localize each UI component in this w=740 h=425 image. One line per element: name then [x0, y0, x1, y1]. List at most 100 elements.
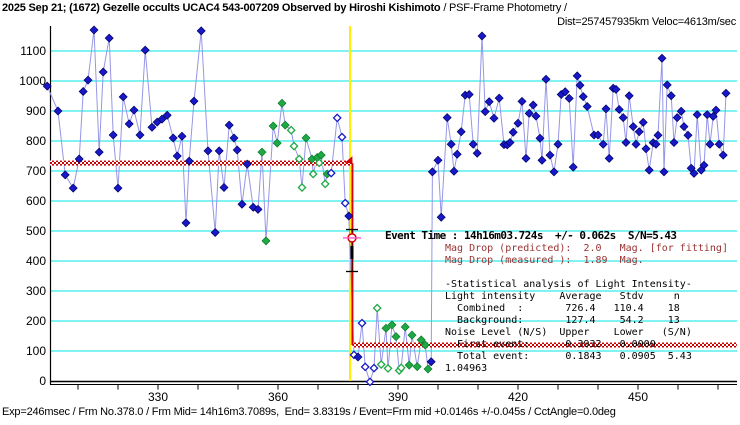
- data-point-blue: [53, 106, 63, 116]
- data-point-blue: [638, 117, 648, 127]
- data-point-blue: [232, 145, 242, 155]
- data-point-green: [404, 360, 414, 370]
- data-point-blue: [157, 114, 167, 124]
- data-point-blue-open: [332, 113, 342, 123]
- data-point-blue: [683, 130, 693, 140]
- data-point-green-open: [376, 359, 386, 370]
- y-axis-label: 0: [39, 374, 46, 388]
- data-point-blue: [644, 165, 654, 175]
- data-point-blue: [714, 139, 724, 149]
- data-point-green: [400, 322, 410, 332]
- event-panel-line: Combined : 726.4 110.4 18: [445, 303, 680, 314]
- data-point-green-open: [383, 363, 393, 373]
- data-point-blue: [427, 167, 437, 177]
- data-point-green: [272, 138, 282, 148]
- y-axis-label: 100: [26, 344, 46, 358]
- data-point-blue: [513, 118, 523, 128]
- data-point-blue: [162, 110, 172, 120]
- data-point-blue: [124, 119, 134, 129]
- frame-info-footer: Exp=246msec / Frm No.378.0 / Frm Mid= 14…: [2, 406, 616, 418]
- data-point-blue: [521, 153, 531, 163]
- x-axis-label: 330: [148, 390, 168, 404]
- background-mean-line: [352, 342, 737, 348]
- data-point-blue: [494, 93, 504, 103]
- data-point-blue-open: [369, 363, 379, 373]
- event-time-text: Event Time : 14h16m03.724s +/- 0.062s S/…: [385, 229, 677, 242]
- data-point-blue: [549, 167, 559, 177]
- event-panel-line: First event: 0.3932 0.0000: [445, 339, 656, 350]
- combined-mean-line: [50, 160, 353, 166]
- data-point-blue: [582, 102, 592, 111]
- data-point-blue: [94, 147, 104, 157]
- event-panel-line: [445, 267, 728, 279]
- data-point-blue: [456, 127, 466, 137]
- data-point-blue: [89, 25, 99, 35]
- data-point-green: [391, 332, 401, 342]
- data-point-blue: [505, 138, 515, 147]
- data-point-blue: [477, 31, 487, 41]
- data-point-blue: [657, 53, 667, 63]
- data-point-blue: [426, 357, 436, 367]
- data-point-blue: [575, 80, 585, 90]
- data-point-blue: [604, 153, 614, 163]
- data-point-blue: [528, 100, 538, 110]
- data-point-blue: [237, 199, 247, 209]
- data-point-blue: [74, 154, 84, 164]
- event-analysis-panel: Mag Drop (predicted): 2.0 Mag. [for fitt…: [445, 243, 728, 375]
- data-point-blue: [564, 93, 574, 103]
- data-point-blue: [541, 74, 551, 84]
- data-point-blue: [618, 113, 628, 123]
- data-point-blue: [699, 160, 709, 170]
- data-point-green: [268, 121, 278, 131]
- y-axis-label: 400: [26, 254, 46, 268]
- data-point-green: [423, 364, 433, 374]
- data-point-blue: [721, 88, 731, 98]
- data-point-blue: [113, 183, 123, 193]
- data-point-blue: [177, 131, 187, 141]
- data-point-blue: [104, 33, 114, 43]
- data-point-blue-open: [337, 132, 347, 142]
- data-point-blue: [219, 183, 229, 192]
- y-axis-label: 300: [26, 284, 46, 298]
- event-panel-line: -Statistical analysis of Light Intensity…: [445, 279, 692, 290]
- data-point-blue: [135, 130, 145, 140]
- data-point-blue: [708, 111, 718, 121]
- data-point-blue: [68, 183, 78, 193]
- data-point-blue: [449, 166, 459, 176]
- data-point-green-open: [372, 303, 382, 313]
- x-axis-label: 450: [628, 390, 648, 404]
- data-point-blue: [601, 104, 611, 114]
- data-point-blue: [553, 139, 563, 149]
- data-point-blue: [535, 133, 545, 143]
- event-panel-line: Noise Level (N/S) Upper Lower (S/N): [445, 327, 692, 338]
- data-point-green-open: [289, 141, 299, 151]
- data-point-green: [387, 320, 397, 330]
- y-axis-label: 1100: [20, 44, 46, 58]
- data-point-blue: [172, 151, 182, 161]
- data-point-blue: [631, 139, 641, 149]
- data-point-blue: [129, 105, 139, 115]
- data-point-blue: [578, 92, 588, 102]
- data-point-green: [412, 362, 422, 372]
- data-point-blue: [614, 105, 624, 114]
- event-panel-line: Background: 127.4 54.2 13: [445, 315, 680, 326]
- data-point-green: [280, 120, 290, 130]
- data-point-blue: [464, 90, 474, 99]
- data-point-blue: [108, 130, 118, 140]
- data-point-blue: [489, 113, 499, 123]
- data-point-blue: [692, 110, 702, 120]
- data-point-blue: [42, 81, 52, 91]
- data-point-blue: [628, 122, 638, 132]
- data-point-blue: [480, 107, 490, 117]
- data-point-blue: [181, 218, 191, 228]
- data-point-green-open: [314, 158, 324, 168]
- event-panel-line: Mag Drop (measured ): 1.89 Mag.: [445, 255, 644, 266]
- data-point-blue: [641, 144, 651, 154]
- title-main: 2025 Sep 21; (1672) Gezelle occults UCAC…: [2, 2, 441, 14]
- data-point-blue: [653, 130, 663, 140]
- y-axis-label: 200: [26, 314, 46, 328]
- data-point-blue: [676, 106, 686, 116]
- data-point-green: [381, 323, 391, 333]
- data-point-blue: [442, 113, 452, 123]
